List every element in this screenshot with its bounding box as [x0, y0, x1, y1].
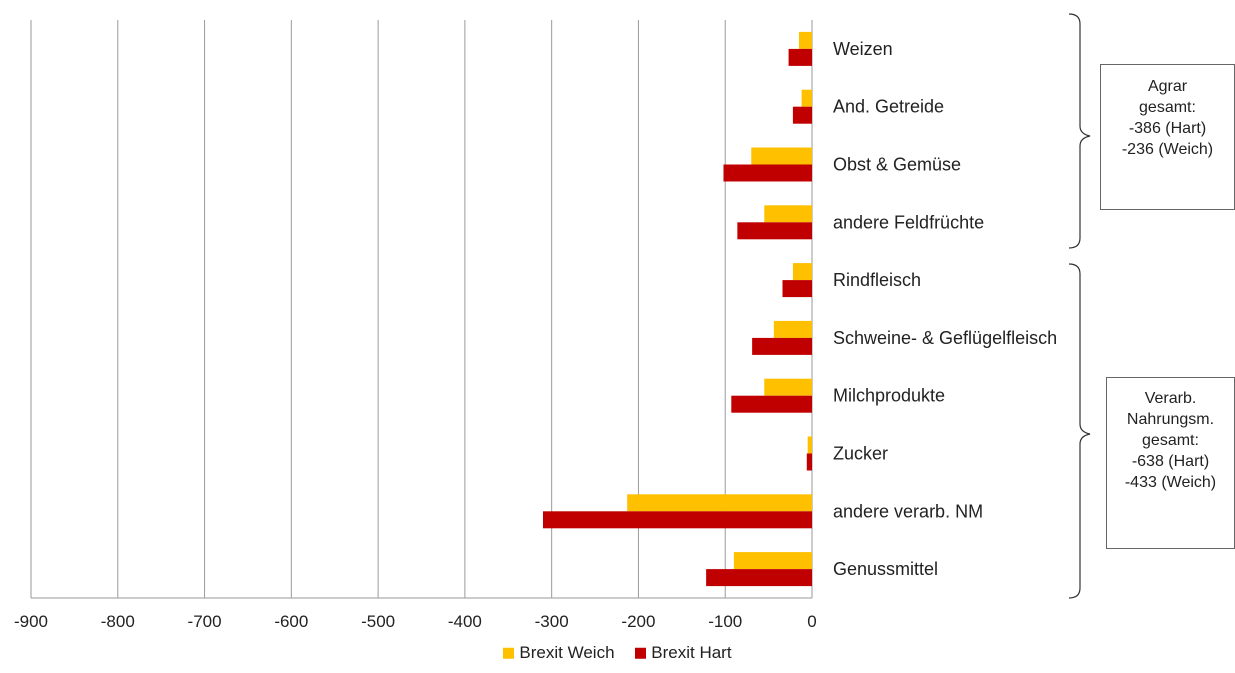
x-tick-label: -500 — [361, 612, 395, 631]
agrar-total-line: -386 (Hart) — [1128, 120, 1207, 137]
bar-brexit-hart — [737, 222, 812, 240]
x-tick-label: -300 — [535, 612, 569, 631]
legend-item-hart: Brexit Hart — [635, 642, 732, 663]
legend: Brexit Weich Brexit Hart — [0, 643, 1235, 664]
category-labels: Weizen And. Getreide Obst & Gemüse andere F… — [833, 39, 1057, 579]
x-tick-label: 0 — [807, 612, 816, 631]
agrar-total-line: Agrar — [1147, 78, 1188, 95]
verarb-total-line: Verarb. — [1144, 390, 1197, 407]
legend-item-weich: Brexit Weich — [503, 642, 615, 663]
x-tick-label: -200 — [621, 612, 655, 631]
bars — [542, 31, 812, 587]
bar-brexit-weich — [798, 31, 812, 49]
category-label: Zucker — [833, 444, 888, 464]
bar-brexit-weich — [627, 494, 812, 512]
bar-brexit-hart — [542, 511, 812, 529]
agrar-total-line: gesamt: — [1139, 99, 1196, 116]
x-tick-label: -400 — [448, 612, 482, 631]
bar-brexit-hart — [752, 337, 812, 355]
bar-brexit-hart — [792, 106, 812, 124]
category-label: And. Getreide — [833, 97, 944, 117]
legend-label-hart: Brexit Hart — [651, 642, 732, 662]
bar-brexit-hart — [731, 395, 812, 413]
bar-brexit-hart — [782, 280, 812, 298]
bar-brexit-weich — [751, 147, 812, 165]
agrar-brace — [1068, 13, 1091, 249]
x-tick-label: -700 — [188, 612, 222, 631]
legend-swatch-hart — [635, 647, 647, 659]
x-tick-label: -900 — [14, 612, 48, 631]
verarb-total-line: Nahrungsm. — [1126, 411, 1215, 428]
verarb-total-line: gesamt: — [1142, 432, 1199, 449]
bar-brexit-hart — [706, 569, 812, 587]
category-label: Schweine- & Geflügelfleisch — [833, 328, 1057, 348]
category-label: andere verarb. NM — [833, 501, 983, 521]
category-label: Rindfleisch — [833, 270, 921, 290]
category-label: Weizen — [833, 39, 893, 59]
category-label: Genussmittel — [833, 559, 938, 579]
bar-brexit-weich — [792, 263, 812, 281]
category-label: Obst & Gemüse — [833, 155, 961, 175]
bar-brexit-weich — [773, 320, 812, 338]
verarb-total-box: Verarb. Nahrungsm. gesamt: -638 (Hart) -… — [1106, 377, 1235, 549]
bar-brexit-weich — [807, 436, 812, 454]
legend-label-weich: Brexit Weich — [519, 642, 615, 662]
legend-swatch-weich — [503, 647, 515, 659]
x-tick-label: -100 — [708, 612, 742, 631]
bar-brexit-weich — [764, 205, 812, 223]
agrar-total-box: Agrar gesamt: -386 (Hart) -236 (Weich) — [1100, 64, 1235, 210]
category-label: andere Feldfrüchte — [833, 212, 984, 232]
bar-brexit-weich — [733, 552, 812, 570]
bar-brexit-hart — [806, 453, 812, 471]
bar-brexit-hart — [788, 48, 812, 66]
verarb-brace — [1068, 263, 1091, 599]
verarb-total-line: -433 (Weich) — [1124, 474, 1217, 491]
x-tick-label: -600 — [274, 612, 308, 631]
bar-brexit-weich — [801, 89, 812, 107]
bar-brexit-hart — [723, 164, 812, 182]
verarb-total-line: -638 (Hart) — [1131, 453, 1210, 470]
x-tick-labels: -900 -800 -700 -600 -500 -400 -300 -200 -100 0 — [14, 612, 817, 631]
agrar-total-line: -236 (Weich) — [1121, 141, 1214, 158]
x-tick-label: -800 — [101, 612, 135, 631]
bar-brexit-weich — [764, 378, 812, 396]
category-label: Milchprodukte — [833, 386, 945, 406]
